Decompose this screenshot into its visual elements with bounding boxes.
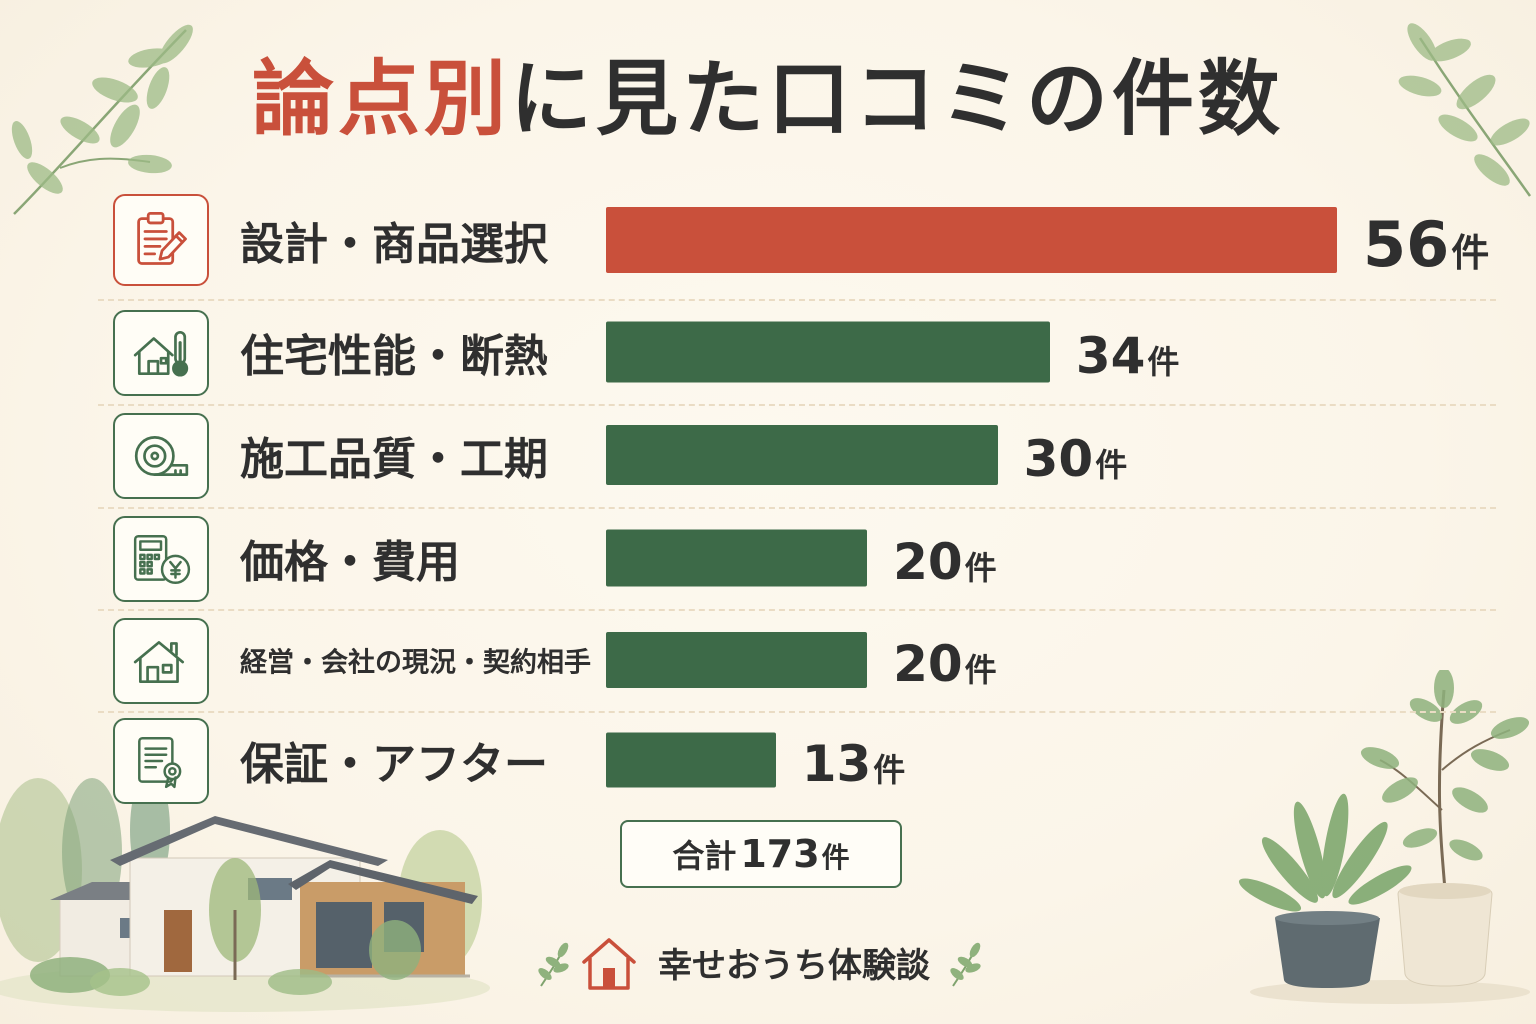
footer-house-icon [582, 938, 636, 990]
value-unit: 件 [964, 651, 997, 689]
bar [606, 207, 1337, 273]
title-rest: に見た口コミの件数 [510, 52, 1285, 147]
row-separator [98, 299, 1496, 301]
category-label: 経営・会社の現況・契約相手 [240, 647, 591, 679]
title-highlight: 論点別 [251, 52, 510, 147]
total-value: 173 [740, 832, 820, 876]
icon-box [113, 718, 209, 804]
value-label: 13件 [802, 739, 906, 789]
value-number: 13 [801, 735, 872, 793]
icon-box [113, 516, 209, 602]
value-label: 20件 [893, 639, 997, 689]
category-label: 施工品質・工期 [240, 434, 548, 485]
value-label: 34件 [1076, 331, 1180, 381]
chart-row: 住宅性能・断熱 34件 [0, 304, 1536, 400]
tape-measure-icon [134, 436, 189, 476]
value-number: 20 [893, 635, 963, 693]
value-unit: 件 [1095, 446, 1128, 484]
calculator-yen-icon [133, 535, 191, 585]
potted-plants [1238, 670, 1530, 1004]
category-label: 保証・アフター [240, 739, 548, 790]
leaf-sprig-right-icon [950, 942, 981, 987]
value-unit: 件 [1451, 230, 1490, 275]
row-separator [98, 711, 1496, 713]
chart-row: 経営・会社の現況・契約相手 20件 [0, 612, 1536, 708]
value-unit: 件 [964, 549, 997, 587]
row-separator [98, 507, 1496, 509]
value-label: 20件 [893, 537, 997, 587]
house-icon [133, 641, 185, 684]
chart-row: 施工品質・工期 30件 [0, 407, 1536, 503]
footer-brand: 幸せおうち体験談 [658, 946, 930, 986]
bar [606, 425, 998, 485]
value-number: 56 [1363, 207, 1450, 281]
total-label: 合計 [672, 837, 737, 875]
clipboard-pencil-icon [137, 211, 187, 265]
house-thermometer-icon [133, 330, 189, 377]
value-unit: 件 [873, 751, 906, 789]
bar [606, 529, 868, 587]
row-separator [98, 609, 1496, 611]
category-label: 住宅性能・断熱 [240, 331, 548, 382]
house-illustration [0, 770, 490, 1012]
chart-row: 価格・費用 20件 [0, 510, 1536, 606]
value-label: 30件 [1024, 434, 1128, 484]
chart-row: 設計・商品選択 56件 [0, 192, 1536, 288]
leaf-sprig-left-icon [538, 942, 569, 987]
icon-box [113, 413, 209, 499]
value-label: 56件 [1363, 213, 1490, 276]
total-unit: 件 [821, 841, 850, 874]
value-number: 30 [1023, 430, 1094, 488]
icon-box [113, 310, 209, 396]
bar [606, 321, 1050, 383]
total-badge: 合計 173 件 [620, 820, 902, 888]
bar [606, 632, 868, 688]
page-title: 論点別に見た口コミの件数 [0, 50, 1536, 150]
value-unit: 件 [1147, 343, 1180, 381]
icon-box [113, 194, 209, 286]
row-separator [98, 404, 1496, 406]
icon-box [113, 618, 209, 704]
category-label: 価格・費用 [240, 537, 460, 588]
value-number: 34 [1075, 327, 1146, 385]
chart-row: 保証・アフター 13件 [0, 712, 1536, 808]
value-number: 20 [893, 533, 963, 591]
certificate-document-icon [138, 737, 182, 789]
bar [606, 732, 776, 788]
leaf-branch-top-right [1398, 23, 1532, 197]
category-label: 設計・商品選択 [240, 219, 548, 270]
leaf-branch-top-left [11, 24, 193, 215]
